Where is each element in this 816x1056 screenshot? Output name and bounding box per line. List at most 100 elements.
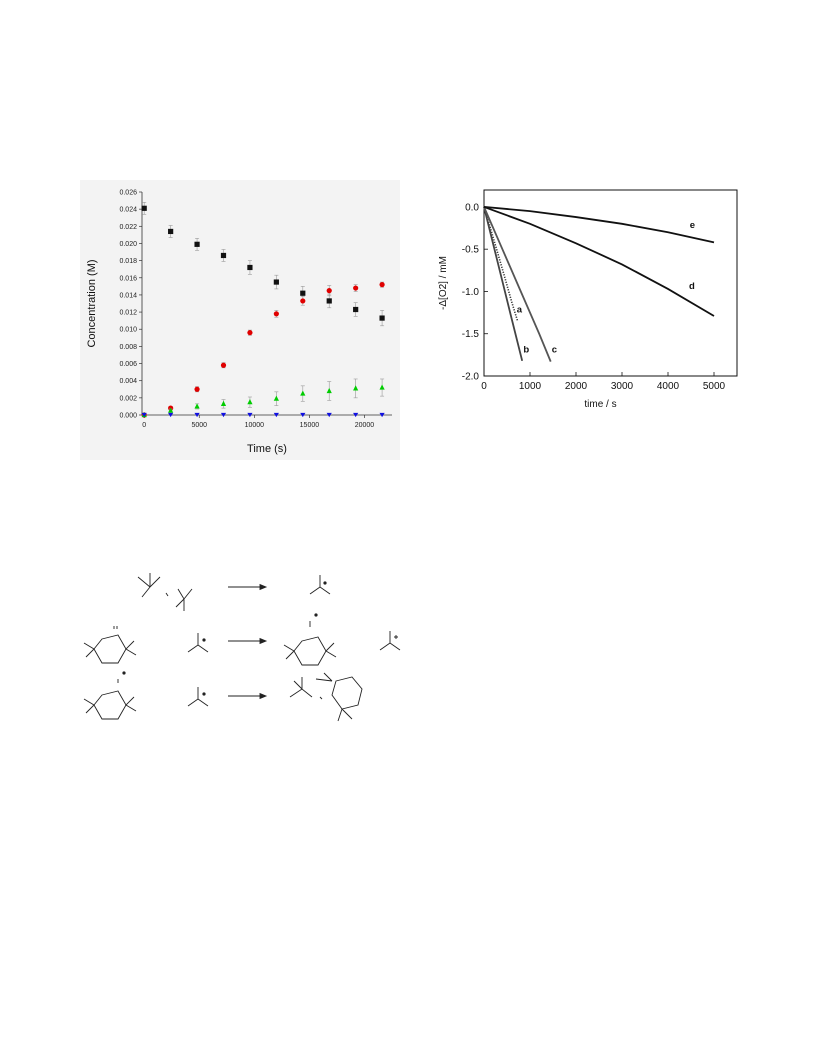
y-tick-label: 0.014 (119, 292, 137, 299)
tert-butyl-radical-structure-3 (187, 687, 209, 707)
data-point-triangle-down (273, 412, 279, 418)
data-point-circle (220, 362, 227, 368)
nitroxyl-radical-ring-structure-2 (83, 671, 137, 720)
y-tick-label: 0.002 (119, 395, 137, 402)
data-point-square (220, 252, 227, 259)
x-tick-label: 0 (481, 381, 487, 392)
y-tick-label: 0.026 (119, 190, 137, 197)
data-point-circle (379, 282, 385, 288)
data-point-circle (353, 285, 359, 291)
data-point-triangle-up (194, 403, 200, 409)
series-line-c (483, 206, 552, 362)
y-axis-label: -Δ[O2] / mM (438, 256, 449, 310)
x-axis-label: time / s (584, 399, 616, 410)
series-line-d (483, 206, 715, 317)
y-tick-label: 0.018 (119, 258, 137, 265)
concentration-time-chart: 0.000 0.002 0.004 0.006 0.008 0.010 0.012 0.014… (80, 180, 400, 460)
data-point-triangle-down (353, 412, 359, 418)
data-point-triangle-up (220, 400, 227, 406)
x-tick-label: 5000 (703, 381, 726, 392)
data-point-triangle-up (168, 407, 174, 413)
series-label-d: d (689, 281, 695, 292)
data-point-triangle-up (273, 395, 279, 401)
data-point-square (194, 241, 200, 247)
y-tick-label: 0.020 (119, 241, 137, 248)
series-line-b (483, 206, 524, 362)
series-label-c: c (552, 344, 557, 355)
series-line-e (483, 206, 715, 244)
x-axis-label: Time (s) (247, 443, 287, 455)
x-tick-label: 1000 (519, 381, 542, 392)
reaction-arrow-1 (228, 583, 268, 591)
data-point-triangle-down (300, 412, 306, 418)
data-point-square (353, 306, 359, 313)
series-label-e: e (690, 220, 695, 231)
x-tick-label: 3000 (611, 381, 634, 392)
reaction-arrow-2 (228, 637, 268, 645)
y-tick-label: 0.022 (119, 224, 137, 231)
x-tick-label: 0 (142, 422, 146, 429)
y-tick-label: 0.024 (119, 207, 137, 214)
data-point-square (247, 264, 253, 271)
data-point-triangle-down (247, 412, 253, 418)
tmp-ring-structure-1 (83, 626, 137, 664)
data-point-circle (194, 386, 200, 392)
data-point-triangle-up (326, 387, 332, 394)
y-tick-label: 0.012 (119, 310, 137, 317)
y-tick-label: -1.0 (462, 287, 480, 298)
y-tick-label: -2.0 (462, 372, 480, 383)
tert-butyl-radical-structure (309, 575, 331, 595)
y-tick-label: 0.016 (119, 275, 137, 282)
data-point-triangle-down (379, 412, 385, 418)
data-point-square (273, 279, 279, 285)
x-tick-label: 15000 (300, 422, 320, 429)
data-point-triangle-up (353, 385, 359, 391)
y-tick-label: 0.008 (119, 344, 137, 351)
series-line-a (483, 206, 519, 322)
alkoxyamine-product-structure (289, 672, 363, 722)
tert-butyl-dimer-structure (137, 573, 193, 611)
oxygen-consumption-chart: 0.0 -0.5 -1.0 -1.5 -2.0 0 1000 2000 3000 4000 5000… (424, 186, 740, 422)
y-tick-label: 0.010 (119, 327, 137, 334)
data-point-circle (300, 298, 306, 304)
data-point-square (300, 290, 306, 296)
nitroxyl-radical-ring-structure (283, 613, 337, 666)
y-tick-label: 0.0 (465, 202, 479, 213)
data-point-square (141, 205, 147, 211)
reaction-arrow-3 (228, 692, 268, 700)
data-point-triangle-up (247, 399, 253, 405)
y-tick-label: -1.5 (462, 329, 480, 340)
data-point-triangle-up (379, 384, 385, 390)
x-tick-label: 20000 (355, 422, 375, 429)
data-point-square (326, 298, 332, 304)
data-point-triangle-down (220, 412, 227, 418)
x-tick-label: 5000 (191, 422, 207, 429)
data-point-circle (273, 311, 279, 317)
plot-frame (483, 189, 738, 377)
y-tick-label: 0.006 (119, 361, 137, 368)
data-point-triangle-down (194, 412, 200, 418)
series-label-a: a (517, 305, 523, 316)
x-tick-label: 4000 (657, 381, 680, 392)
data-point-circle (326, 288, 332, 294)
x-tick-label: 10000 (245, 422, 265, 429)
y-tick-label: -0.5 (462, 245, 480, 256)
data-point-triangle-up (300, 390, 306, 396)
reaction-scheme-drawing (83, 573, 401, 722)
data-point-square (379, 315, 385, 321)
tert-butyl-radical-structure-2 (187, 633, 209, 653)
tert-butyl-cation-structure (379, 631, 401, 651)
concentration-chart-svg: 0.000 0.002 0.004 0.006 0.008 0.010 0.012 0.014… (86, 190, 392, 455)
y-tick-label: 0.004 (119, 378, 137, 385)
y-tick-label: 0.000 (119, 413, 137, 420)
data-point-square (168, 228, 174, 235)
oxygen-chart-svg: 0.0 -0.5 -1.0 -1.5 -2.00 1000 2000 3000 4000 5000… (438, 189, 738, 410)
x-tick-label: 2000 (565, 381, 588, 392)
data-point-triangle-down (141, 412, 147, 418)
series-label-b: b (523, 344, 529, 355)
data-point-circle (247, 330, 253, 336)
data-point-triangle-down (168, 412, 174, 418)
y-axis-label: Concentration (M) (86, 259, 98, 347)
reaction-scheme (80, 555, 420, 740)
data-point-triangle-down (326, 412, 332, 418)
